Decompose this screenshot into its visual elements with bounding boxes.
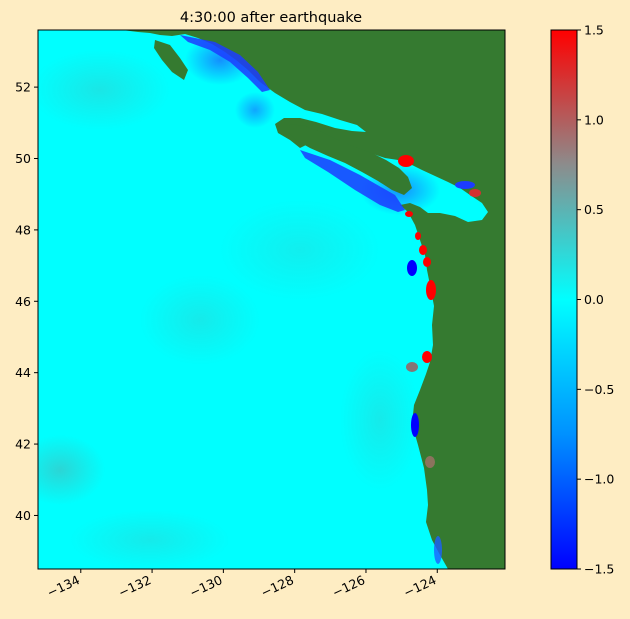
colorbar-tick-label: −1.5 <box>584 562 614 577</box>
x-tick-label: −134 <box>45 572 82 600</box>
coastal-island <box>154 40 188 80</box>
colorbar-axis: −1.5 −1.0 −0.5 0.0 0.5 1.0 1.5 <box>577 23 614 577</box>
colorbar-tick-label: 0.0 <box>584 292 604 307</box>
x-tick-label: −126 <box>330 572 367 600</box>
plot-frame <box>37 29 506 570</box>
y-tick-label: 52 <box>15 80 31 95</box>
chart-title: 4:30:00 after earthquake <box>180 10 362 26</box>
y-tick-label: 50 <box>15 151 31 166</box>
x-tick-label: −128 <box>258 572 295 600</box>
colorbar-tick-label: −0.5 <box>584 382 614 397</box>
plot-area <box>38 30 505 569</box>
y-tick-label: 42 <box>15 437 31 452</box>
colorbar-tick-label: 1.5 <box>584 23 604 38</box>
x-tick-label: −130 <box>187 572 224 600</box>
x-tick-label: −132 <box>116 572 153 600</box>
y-axis: 40 42 44 46 48 50 52 <box>15 80 38 523</box>
x-tick-label: −124 <box>401 572 438 600</box>
colorbar-tick-label: 1.0 <box>584 112 604 127</box>
coastal-red-anomalies <box>398 155 481 468</box>
colorbar-tick-label: 0.5 <box>584 202 604 217</box>
y-tick-label: 46 <box>15 294 31 309</box>
y-tick-label: 48 <box>15 222 31 237</box>
x-axis: −134 −132 −130 −128 −126 −124 <box>45 569 439 600</box>
coastal-blue-anomalies <box>180 35 475 564</box>
y-tick-label: 44 <box>15 365 31 380</box>
colorbar-tick-label: −1.0 <box>584 472 614 487</box>
y-tick-label: 40 <box>15 508 31 523</box>
colorbar <box>550 29 578 570</box>
island-landmass <box>288 124 412 195</box>
